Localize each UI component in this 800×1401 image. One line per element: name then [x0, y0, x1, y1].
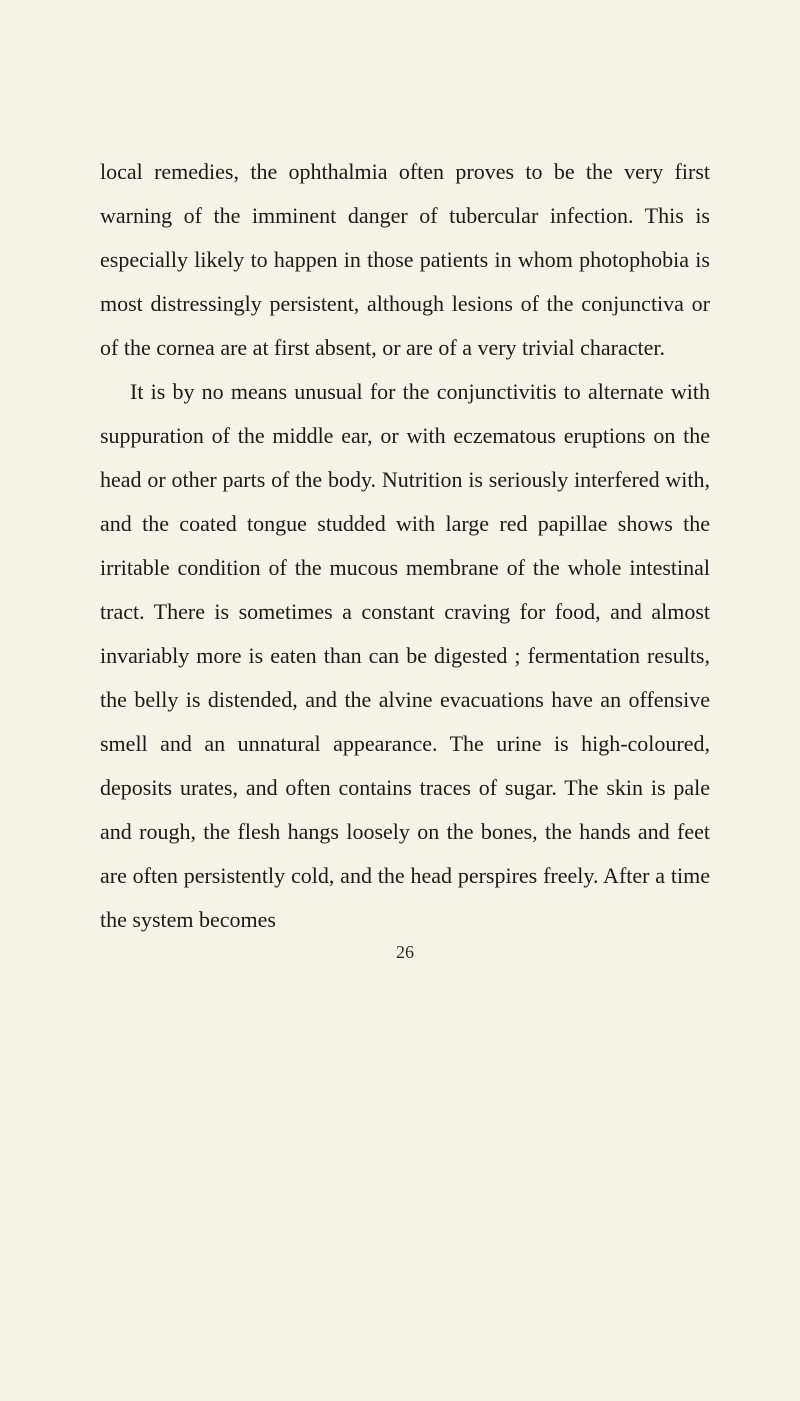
paragraph-2: It is by no means unusual for the conjun… — [100, 370, 710, 942]
document-page: local remedies, the ophthalmia often pro… — [0, 0, 800, 1041]
page-number: 26 — [100, 942, 710, 963]
paragraph-1: local remedies, the ophthalmia often pro… — [100, 150, 710, 370]
